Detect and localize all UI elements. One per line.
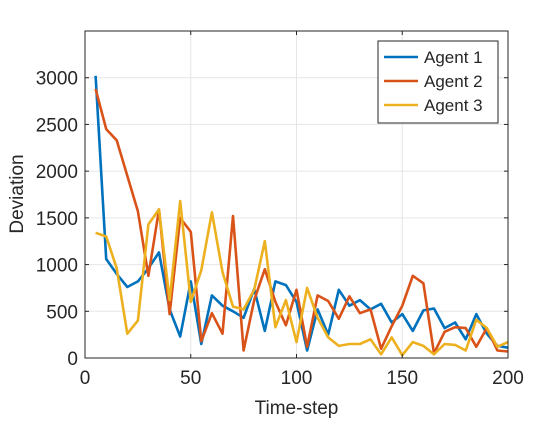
y-tick-label: 1000 [36,256,78,277]
y-axis-label: Deviation [7,154,28,233]
legend-label-agent-1: Agent 1 [424,48,483,67]
x-tick-label: 200 [492,368,524,389]
y-tick-label: 3000 [36,69,78,90]
x-tick-label: 50 [180,368,201,389]
y-tick-label: 2000 [36,162,78,183]
x-tick-label: 100 [281,368,313,389]
legend: Agent 1 Agent 2 Agent 3 [377,40,499,124]
x-tick-label: 150 [386,368,418,389]
legend-label-agent-2: Agent 2 [424,72,483,91]
x-axis-ticks: 0 50 100 150 200 [80,31,524,389]
x-axis-label: Time-step [255,398,339,419]
y-tick-label: 0 [67,349,78,370]
y-tick-label: 500 [46,302,78,323]
legend-label-agent-3: Agent 3 [424,96,483,115]
grid-lines [84,31,509,359]
x-tick-label: 0 [80,368,91,389]
y-axis-ticks: 0 500 1000 1500 2000 2500 3000 [36,69,508,370]
series-layer [94,75,509,357]
y-tick-label: 1500 [36,209,78,230]
y-tick-label: 2500 [36,115,78,136]
series-line-agent-3 [95,199,509,357]
series-line-agent-1 [94,75,509,352]
